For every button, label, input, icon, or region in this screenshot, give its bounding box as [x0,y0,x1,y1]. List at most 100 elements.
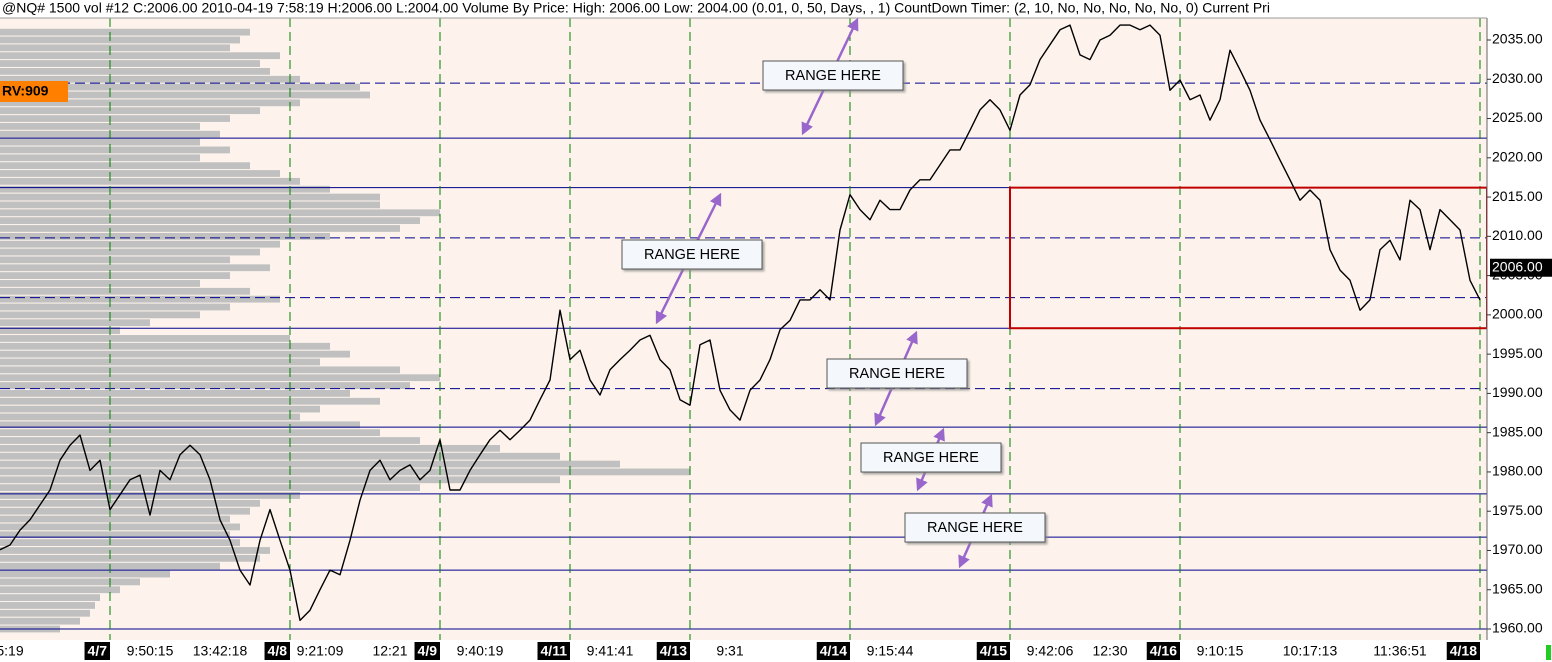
volume-bar [0,287,250,295]
volume-bar [0,609,90,617]
x-tick-label: 12:30 [1092,643,1127,659]
x-tick-label: 9:50:15 [127,643,174,659]
volume-bar [0,122,200,130]
date-box [816,642,850,660]
volume-bar [0,617,80,625]
volume-bar [0,209,440,217]
y-tick-label: 1975.00 [1492,502,1543,518]
volume-bar [0,232,330,240]
volume-bar [0,389,350,397]
y-axis-area [1487,18,1552,662]
y-tick-label: 2025.00 [1492,109,1543,125]
annotation-box [826,358,968,389]
volume-bar [0,437,420,444]
volume-bar [0,146,230,154]
volume-bar [0,342,330,350]
x-tick-label: 10:17:13 [1283,643,1338,659]
date-box [264,642,290,660]
x-tick-label: 11:36:51 [1373,643,1427,659]
y-tick-label: 1960.00 [1492,620,1543,636]
volume-bar [0,602,95,609]
x-tick-label: 4/13 [660,643,687,659]
volume-bar [0,515,230,523]
volume-bar [0,594,100,601]
volume-bar [0,44,230,52]
date-box [84,642,110,660]
volume-bar [0,460,620,468]
annotation: RANGE HERE [785,68,881,84]
y-tick-label: 2000.00 [1492,306,1543,322]
volume-bar [0,138,200,146]
volume-bar [0,429,380,437]
volume-bar [0,578,140,586]
volume-bar [0,444,500,452]
annotation: RANGE HERE [883,450,979,466]
volume-bar [0,170,280,177]
volume-bar [0,91,370,99]
rv-label: RV:909 [2,83,49,99]
volume-bar [0,421,360,429]
y-tick-label: 1990.00 [1492,384,1543,400]
volume-bar [0,382,410,389]
annotation-box [762,60,904,91]
date-box [656,642,690,660]
y-tick-label: 1985.00 [1492,423,1543,439]
y-tick-label: 2030.00 [1492,70,1543,86]
volume-bar [0,256,230,264]
rv-badge [0,81,68,102]
annotation-box [904,512,1046,543]
volume-bar [0,366,400,374]
x-tick-label: 12:21 [372,643,407,659]
volume-bar [0,107,260,115]
x-tick-label: 9:41:41 [587,643,634,659]
volume-bar [0,335,290,342]
volume-bar [0,452,560,460]
status-indicator [1546,645,1551,660]
volume-bar [0,177,300,185]
y-tick-label: 1965.00 [1492,580,1543,596]
volume-bar [0,507,250,515]
x-tick-label: 13:42:18 [193,643,248,659]
volume-bar [0,99,300,107]
date-box [1146,642,1180,660]
x-tick-label: 4/9 [418,643,438,659]
volume-bar [0,248,260,256]
x-axis-area [0,640,1487,662]
volume-bar [0,523,240,531]
volume-bar [0,154,200,162]
annotation: RANGE HERE [644,247,740,263]
y-tick-label: 2010.00 [1492,227,1543,243]
volume-bar [0,554,260,562]
volume-bar [0,115,230,122]
volume-bar [0,28,250,36]
volume-bar [0,570,170,578]
annotation-box [860,442,1002,473]
date-box [537,642,570,660]
x-tick-label: 9:42:06 [1027,643,1074,659]
annotation-box [621,239,763,270]
x-tick-label: 4/16 [1150,643,1177,659]
volume-bar [0,36,240,44]
volume-bar [0,405,320,413]
y-tick-label: 2035.00 [1492,31,1543,47]
volume-bar [0,303,230,311]
date-box [1446,642,1480,660]
x-tick-label: 4/18 [1450,643,1477,659]
volume-bar [0,311,200,319]
x-tick-label: 4/15 [980,643,1007,659]
volume-bar [0,264,270,272]
last-price-label: 2006.00 [1492,258,1543,274]
y-tick-label: 1995.00 [1492,345,1543,361]
volume-bar [0,162,250,170]
annotation: RANGE HERE [849,366,945,382]
y-tick-label: 1970.00 [1492,541,1543,557]
volume-bar [0,225,400,232]
chart-title: @NQ# 1500 vol #12 C:2006.00 2010-04-19 7… [2,0,1270,16]
volume-bar [0,413,300,421]
x-tick-label: 4/14 [820,643,847,659]
volume-bar [0,83,360,91]
volume-bar [0,280,200,287]
volume-bar [0,358,320,366]
